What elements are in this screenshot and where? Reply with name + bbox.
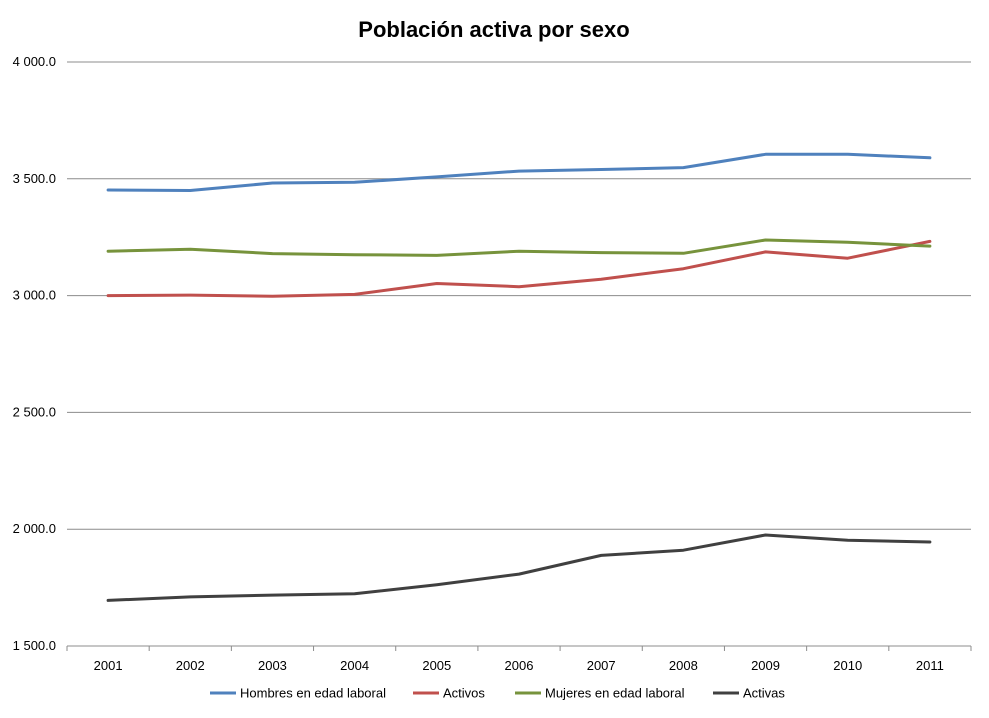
y-tick-label: 2 500.0 [13,404,56,419]
y-tick-label: 2 000.0 [13,521,56,536]
y-tick-label: 4 000.0 [13,54,56,69]
x-axis: 2001 2002 2003 2004 2005 2006 2007 2008 2009 2010… [66,645,972,673]
series-line-0 [106,152,932,192]
y-tick-label: 3 500.0 [13,171,56,186]
series-line-2 [106,238,932,257]
x-tick-label: 2002 [176,658,205,673]
series-line-3 [106,533,932,602]
x-tick-label: 2001 [94,658,123,673]
y-tick-label: 3 000.0 [13,288,56,303]
y-tick-label: 1 500.0 [13,638,56,653]
chart-title: Población activa por sexo [358,17,629,42]
series-line-1 [106,239,932,298]
legend-label: Mujeres en edad laboral [545,686,685,701]
x-tick-label: 2007 [587,658,616,673]
series-lines [106,152,932,602]
x-tick-label: 2003 [258,658,287,673]
x-tick-label: 2004 [340,658,369,673]
x-tick-label: 2009 [751,658,780,673]
x-tick-label: 2005 [422,658,451,673]
x-tick-label: 2010 [833,658,862,673]
legend-label: Activos [443,686,485,701]
x-tick-label: 2011 [916,658,944,673]
y-axis-tick-labels: 1 500.0 2 000.0 2 500.0 3 000.0 3 500.0 4 000… [13,54,56,653]
x-tick-label: 2006 [505,658,534,673]
x-tick-label: 2008 [669,658,698,673]
legend-label: Activas [743,686,785,701]
legend: Hombres en edad laboral Activos Mujeres en… [210,686,785,701]
legend-label: Hombres en edad laboral [240,686,386,701]
